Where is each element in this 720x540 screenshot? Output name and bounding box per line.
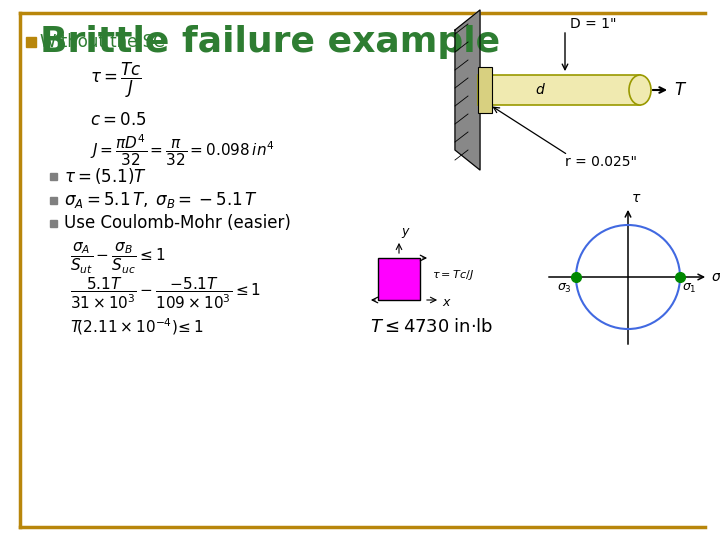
Polygon shape — [455, 10, 480, 170]
Text: $\tau$: $\tau$ — [631, 191, 642, 205]
Bar — [50, 173, 57, 180]
Text: $\tau = \dfrac{Tc}{J}$: $\tau = \dfrac{Tc}{J}$ — [90, 60, 142, 99]
Text: Brittle failure example: Brittle failure example — [40, 25, 500, 59]
Text: Use Coulomb-Mohr (easier): Use Coulomb-Mohr (easier) — [64, 214, 291, 232]
Bar — [26, 37, 36, 47]
Text: $c = 0.5$: $c = 0.5$ — [90, 111, 146, 129]
Text: y: y — [401, 225, 408, 238]
Bar — [50, 220, 57, 227]
Text: D = 1": D = 1" — [570, 17, 616, 31]
Text: T: T — [674, 81, 684, 99]
Text: x: x — [442, 295, 449, 308]
Text: $T \leq 4730\;\mathrm{in{\cdot}lb}$: $T \leq 4730\;\mathrm{in{\cdot}lb}$ — [370, 318, 493, 336]
Text: $\dfrac{5.1T}{31\times10^3} - \dfrac{-5.1T}{109\times10^3} \leq 1$: $\dfrac{5.1T}{31\times10^3} - \dfrac{-5.… — [70, 275, 261, 310]
Text: $\sigma_A = 5.1\,T,\;\sigma_B = -5.1\,T$: $\sigma_A = 5.1\,T,\;\sigma_B = -5.1\,T$ — [64, 190, 258, 210]
Bar — [478, 67, 492, 113]
Bar — [378, 258, 420, 300]
Text: $\sigma_1$: $\sigma_1$ — [682, 281, 697, 294]
Text: $\sigma_3$: $\sigma_3$ — [557, 281, 572, 294]
Text: $\tau = (5.1)T$: $\tau = (5.1)T$ — [64, 166, 147, 186]
Bar — [478, 75, 640, 105]
Text: $T\!\left(2.11\times10^{-4}\right)\!\leq 1$: $T\!\left(2.11\times10^{-4}\right)\!\leq… — [70, 316, 204, 338]
Text: $\tau = Tc/J$: $\tau = Tc/J$ — [432, 268, 474, 282]
Bar — [50, 197, 57, 204]
Text: Without the SC: Without the SC — [40, 33, 165, 51]
Text: $J = \dfrac{\pi D^4}{32} = \dfrac{\pi}{32} = 0.098\,in^4$: $J = \dfrac{\pi D^4}{32} = \dfrac{\pi}{3… — [90, 132, 274, 168]
Text: d: d — [536, 83, 544, 97]
Text: r = 0.025": r = 0.025" — [565, 155, 637, 169]
Text: $\dfrac{\sigma_A}{S_{ut}} - \dfrac{\sigma_B}{S_{uc}} \leq 1$: $\dfrac{\sigma_A}{S_{ut}} - \dfrac{\sigm… — [70, 240, 166, 275]
Text: $\sigma$: $\sigma$ — [711, 270, 720, 284]
Ellipse shape — [629, 75, 651, 105]
